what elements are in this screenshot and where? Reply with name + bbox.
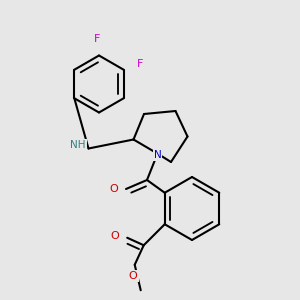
Text: O: O: [111, 231, 120, 241]
Text: F: F: [94, 34, 101, 44]
Text: NH: NH: [70, 140, 86, 151]
Text: O: O: [129, 271, 138, 281]
Text: O: O: [109, 184, 118, 194]
Text: N: N: [154, 150, 161, 160]
Text: F: F: [137, 59, 143, 69]
